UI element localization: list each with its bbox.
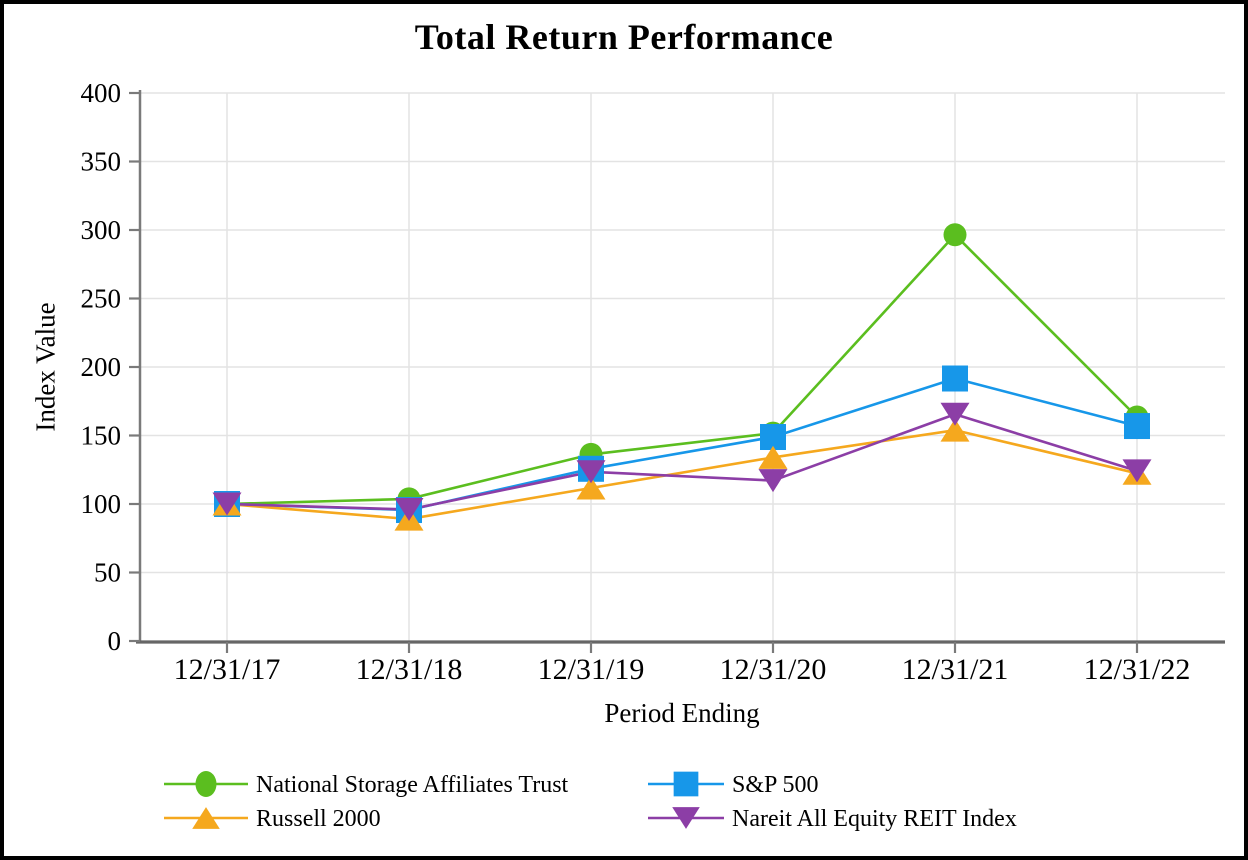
series-line bbox=[226, 232, 1138, 506]
series-line bbox=[226, 428, 1138, 521]
legend-item: National Storage Affiliates Trust bbox=[164, 771, 569, 798]
x-tick-label: 12/31/19 bbox=[538, 653, 645, 686]
x-tick-label: 12/31/18 bbox=[356, 653, 463, 686]
triangle-up-marker bbox=[940, 418, 970, 442]
circle-marker bbox=[195, 771, 217, 797]
square-marker bbox=[760, 424, 786, 451]
legend-item: S&P 500 bbox=[648, 771, 818, 798]
legend-label: National Storage Affiliates Trust bbox=[256, 772, 569, 798]
y-tick-label: 150 bbox=[81, 421, 122, 451]
y-tick-label: 250 bbox=[81, 284, 122, 314]
triangle-down-marker bbox=[672, 807, 700, 829]
legend-item: Russell 2000 bbox=[164, 806, 381, 832]
y-tick-label: 100 bbox=[81, 489, 122, 519]
y-tick-label: 200 bbox=[81, 352, 122, 382]
y-tick-label: 300 bbox=[81, 215, 122, 245]
triangle-up-marker bbox=[192, 807, 220, 829]
square-marker bbox=[942, 365, 968, 392]
legend-item: Nareit All Equity REIT Index bbox=[648, 806, 1017, 832]
triangle-down-marker bbox=[1122, 459, 1152, 483]
gridlines bbox=[140, 92, 1225, 641]
triangle-up-marker bbox=[758, 445, 788, 469]
y-tick-label: 50 bbox=[94, 558, 121, 588]
circle-marker bbox=[943, 223, 967, 247]
y-tick-label: 350 bbox=[81, 147, 122, 177]
triangle-down-marker bbox=[394, 497, 424, 521]
triangle-down-marker bbox=[576, 460, 606, 484]
series-markers bbox=[212, 223, 1152, 531]
triangle-down-marker bbox=[758, 469, 788, 493]
legend-label: Nareit All Equity REIT Index bbox=[732, 806, 1017, 832]
chart-title: Total Return Performance bbox=[414, 17, 834, 57]
series-marker-group bbox=[212, 402, 1152, 521]
y-tick-label: 400 bbox=[81, 78, 122, 108]
x-tick-label: 12/31/22 bbox=[1084, 653, 1191, 686]
series-lines bbox=[226, 232, 1138, 521]
legend: National Storage Affiliates Trust S&P 500… bbox=[164, 771, 1017, 832]
x-tick-label: 12/31/17 bbox=[174, 653, 281, 686]
triangle-down-marker bbox=[212, 492, 242, 516]
plot-area: 0 50 100 150 200 250 300 350 400 12/31/17 12/31/18… bbox=[81, 78, 1225, 832]
x-tick-label: 12/31/21 bbox=[902, 653, 1009, 686]
triangle-down-marker bbox=[940, 402, 970, 426]
y-tick-label: 0 bbox=[108, 626, 122, 656]
square-marker bbox=[673, 771, 699, 797]
series-line bbox=[226, 412, 1138, 511]
square-marker bbox=[1124, 413, 1150, 440]
triangle-up-marker bbox=[576, 476, 606, 500]
ticks: 0 50 100 150 200 250 300 350 400 12/31/17 12/31/18… bbox=[81, 78, 1191, 686]
x-tick-label: 12/31/20 bbox=[720, 653, 827, 686]
legend-label: Russell 2000 bbox=[256, 806, 381, 832]
legend-label: S&P 500 bbox=[732, 772, 818, 798]
x-axis-title: Period Ending bbox=[604, 698, 760, 728]
